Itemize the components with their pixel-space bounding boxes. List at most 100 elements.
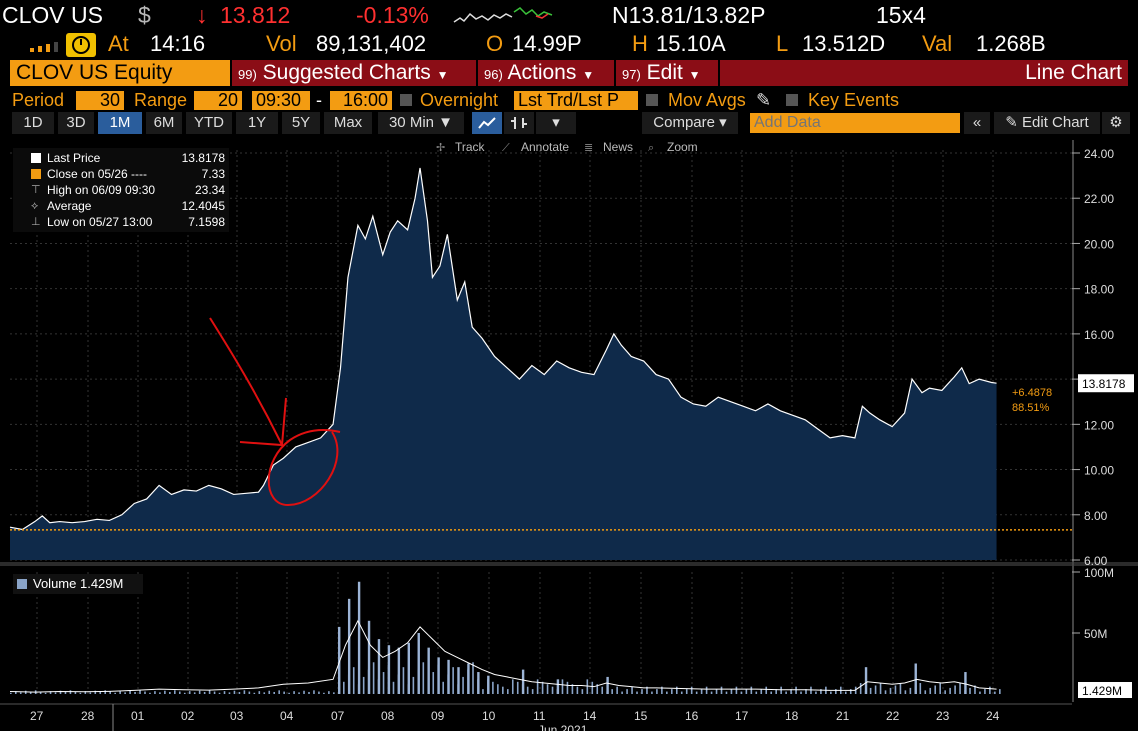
volume-bar	[79, 692, 82, 694]
range-button-1d[interactable]: 1D	[12, 112, 54, 134]
legend-value: 12.4045	[181, 199, 225, 213]
volume-bar	[178, 691, 181, 694]
collapse-left-icon[interactable]: «	[964, 112, 990, 134]
settings-gear-icon[interactable]: ⚙	[1102, 112, 1130, 134]
overnight-checkbox[interactable]	[400, 94, 412, 106]
high-label: H	[632, 31, 648, 56]
last-price: 13.812	[220, 2, 291, 28]
compare-menu[interactable]: Compare ▾	[642, 112, 738, 134]
range-button-3d[interactable]: 3D	[58, 112, 94, 134]
period-input[interactable]: 30	[76, 91, 124, 110]
volume-bar	[74, 691, 77, 694]
volume-bar	[661, 686, 663, 694]
edit-menu[interactable]: 97) Edit ▼	[616, 60, 718, 86]
volume-bar	[169, 691, 171, 694]
month-label: Jun 2021	[538, 723, 588, 731]
change-pct-label: 88.51%	[1012, 402, 1050, 414]
legend-marker-icon: ⊤	[31, 184, 41, 196]
volume-bar	[561, 679, 564, 694]
actions-menu[interactable]: 96) Actions ▼	[478, 60, 614, 86]
x-tick-label: 11	[533, 709, 546, 723]
volume-bar	[372, 662, 375, 694]
volume-bar	[462, 676, 464, 694]
subtool-news-button[interactable]: News	[603, 140, 633, 154]
volume-bar	[566, 681, 569, 694]
volume-spike-bar	[447, 659, 450, 694]
volume-bar	[571, 684, 574, 694]
price-tick-label: 6.00	[1084, 554, 1108, 568]
price-tick-label: 12.00	[1084, 418, 1114, 432]
volume-bar	[218, 692, 221, 694]
subtool-zoom-button[interactable]: Zoom	[667, 140, 698, 154]
low-label: L	[776, 31, 789, 56]
price-tick-label: 10.00	[1084, 464, 1114, 478]
key-events-checkbox[interactable]	[786, 94, 798, 106]
subtool-annotate-button[interactable]: Annotate	[521, 140, 569, 154]
legend-label: Close on 05/26 ----	[47, 167, 148, 181]
volume-bar	[59, 690, 62, 694]
volume-bar	[690, 686, 693, 694]
range-input[interactable]: 20	[194, 91, 242, 110]
open-label: O	[486, 31, 504, 56]
volume-bar	[984, 689, 986, 694]
volume-bar	[248, 691, 251, 694]
legend-row: Last Price 13.8178	[13, 150, 229, 166]
security-field[interactable]: CLOV US Equity	[10, 60, 230, 86]
mov-avgs-label: Mov Avgs	[668, 90, 746, 110]
volume-bar	[740, 691, 743, 694]
end-time-input[interactable]: 16:00	[330, 91, 392, 110]
edit-chart-button[interactable]: ✎ Edit Chart	[994, 112, 1100, 134]
price-tick-label: 16.00	[1084, 328, 1114, 342]
pencil-icon[interactable]: ✎	[756, 90, 772, 110]
range-button-1m[interactable]: 1M	[98, 112, 142, 134]
volume-spike-bar	[338, 626, 341, 694]
price-tick-label: 8.00	[1084, 509, 1108, 523]
chart-style-dropdown-icon[interactable]: ▾	[536, 112, 576, 134]
x-tick-label: 14	[583, 709, 597, 723]
volume-bar	[109, 691, 111, 694]
volume-bar	[64, 691, 67, 694]
last-price-tag	[1078, 374, 1134, 393]
line-chart-icon[interactable]	[472, 112, 502, 134]
volume-bar	[432, 672, 435, 694]
volume-bar	[10, 692, 12, 694]
ticker[interactable]: CLOV US	[2, 2, 103, 28]
range-button-max[interactable]: Max	[324, 112, 372, 134]
volume-bar	[939, 683, 941, 694]
gauge-icon[interactable]	[66, 33, 96, 57]
x-tick-label: 16	[685, 709, 699, 723]
volume-spike-bar	[397, 647, 401, 694]
start-time-input[interactable]: 09:30	[252, 91, 310, 110]
period-label: Period	[12, 90, 65, 110]
sparkline-icon	[453, 7, 553, 23]
range-button-1y[interactable]: 1Y	[236, 112, 278, 134]
volume-bar	[576, 686, 579, 694]
mov-avgs-checkbox[interactable]	[646, 94, 658, 106]
subtool-track-button[interactable]: Track	[455, 140, 486, 154]
volume-bar	[492, 681, 494, 694]
volume-bar	[183, 692, 186, 694]
volume-bar	[308, 691, 310, 694]
volume-bar	[104, 690, 107, 694]
x-tick-label: 09	[431, 709, 445, 723]
edit-num: 97)	[622, 67, 641, 82]
volume-bar	[720, 686, 723, 694]
volume-bar	[288, 692, 290, 694]
volume-bar	[253, 692, 256, 694]
range-button-ytd[interactable]: YTD	[186, 112, 232, 134]
ohlc-chart-icon[interactable]	[504, 112, 534, 134]
percent-change: -0.13%	[356, 2, 429, 28]
legend-label: Last Price	[47, 151, 101, 165]
suggested-charts-menu[interactable]: 99) Suggested Charts ▼	[232, 60, 476, 86]
range-button-5y[interactable]: 5Y	[282, 112, 320, 134]
volume-bar	[84, 691, 87, 694]
trade-type-select[interactable]: Lst Trd/Lst P	[514, 91, 638, 110]
price-chart[interactable]: 24.0022.0020.0018.0016.0014.0012.0010.00…	[0, 136, 1138, 731]
interval-select[interactable]: 30 Min ▼	[378, 112, 464, 134]
volume-bar	[318, 691, 320, 694]
volume-bar	[695, 691, 698, 694]
volume-bar	[323, 692, 325, 694]
range-button-6m[interactable]: 6M	[146, 112, 182, 134]
open-value: 14.99P	[512, 31, 582, 56]
add-data-input[interactable]	[750, 113, 960, 133]
